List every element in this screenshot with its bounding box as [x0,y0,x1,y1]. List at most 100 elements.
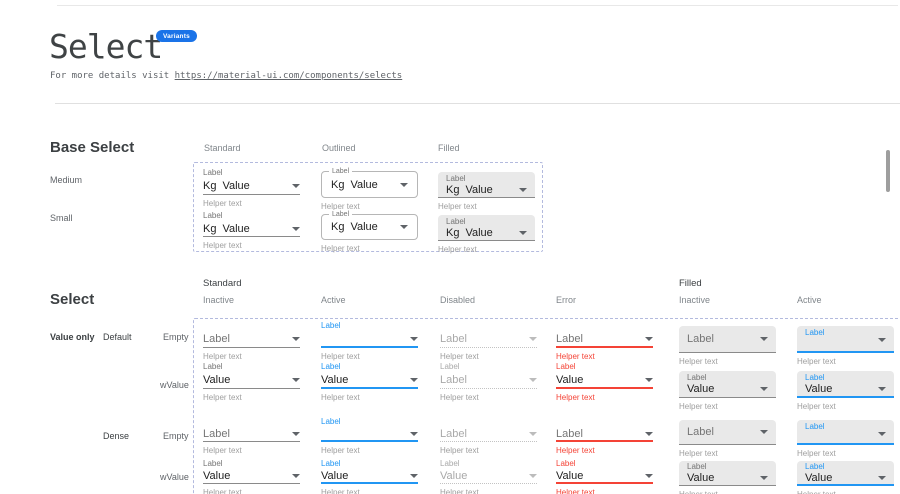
select-value: Value [203,470,231,482]
select-value-row[interactable]: Label [687,426,768,438]
select-standard-error-empty[interactable]: Label Helper text [556,331,653,361]
select-value-row[interactable]: Label [687,333,768,345]
select-value-row[interactable]: Value [687,383,768,395]
select-standard-disabled-wvalue: Label Label Helper text [440,362,537,402]
select-filled-active-empty[interactable]: Label Helper text [797,326,894,366]
select-dense-standard-active-wvalue[interactable]: Label Value Helper text [321,459,418,494]
select-placeholder: Label [203,428,230,440]
caret-down-icon [529,378,537,382]
select-control[interactable]: Label [679,420,776,445]
select-value: Value [805,382,833,395]
base-select-outlined-small[interactable]: Label Kg Value Helper text [321,210,418,253]
select-value-row[interactable]: Value [805,383,886,395]
select-control[interactable]: Label Value [797,461,894,486]
state-header-error: Error [556,295,576,305]
select-dense-filled-inactive-empty[interactable]: Label Helper text [679,420,776,458]
select-standard-error-wvalue[interactable]: Label Value Helper text [556,362,653,402]
select-control[interactable]: Value [321,372,418,389]
select-control: Label [440,427,537,442]
caret-down-icon [410,473,418,478]
select-dense-standard-active-empty[interactable]: Label Helper text [321,417,418,455]
select-control[interactable]: Label [556,331,653,348]
select-control[interactable]: Label [556,427,653,442]
select-control[interactable]: Label [203,427,300,442]
select-control[interactable]: Value [203,469,300,484]
float-label: Label [805,328,825,337]
state-header-filled-active: Active [797,295,822,305]
select-dense-standard-error-empty[interactable]: Label Helper text [556,427,653,455]
select-placeholder: Label [556,427,583,440]
select-standard-inactive-empty[interactable]: Label Helper text [203,331,300,361]
select-control[interactable]: Label Value [797,371,894,398]
select-value: Value [687,472,715,484]
select-value: Value [556,373,584,386]
row-label-default: Default [103,332,132,342]
select-value: Value [465,226,493,239]
helper-text: Helper text [679,449,718,458]
select-control[interactable]: Label Value [679,461,776,486]
select-control[interactable]: Kg Value [203,221,300,237]
select-control[interactable]: Label [203,331,300,348]
select-value-row[interactable]: Kg Value [446,184,527,196]
select-control[interactable]: Label Value [679,371,776,398]
select-control[interactable] [321,331,418,348]
float-label: Label [321,321,341,330]
float-label: Label [446,216,466,226]
select-dense-standard-disabled-wvalue: Label Value Helper text [440,459,537,494]
select-placeholder: Label [687,426,714,438]
helper-text: Helper text [679,490,776,494]
select-value-row[interactable] [805,432,886,436]
row-label-value-only: Value only [50,332,95,342]
select-standard-active-wvalue[interactable]: Label Value Helper text [321,362,418,402]
float-label: Label [805,461,825,471]
float-label: Label [805,422,825,431]
scrollbar-thumb[interactable] [886,150,890,192]
select-dense-standard-inactive-empty[interactable]: Label Helper text [203,427,300,455]
select-value-row[interactable]: Value [805,472,886,484]
base-select-filled-medium[interactable]: Label Kg Value Helper text [438,172,535,211]
base-select-outlined-medium[interactable]: Label Kg Value Helper text [321,167,418,211]
select-control[interactable]: Value [556,469,653,484]
caret-down-icon [645,336,653,341]
select-control[interactable]: Value [203,372,300,389]
select-filled-active-wvalue[interactable]: Label Value Helper text [797,371,894,411]
select-section-title: Select [50,291,95,308]
select-standard-inactive-wvalue[interactable]: Label Value Helper text [203,362,300,402]
select-control[interactable]: Kg Value [203,178,300,195]
select-standard-active-empty[interactable]: Label Helper text [321,321,418,361]
adornment: Kg [203,180,217,192]
select-filled-inactive-empty[interactable]: Label Helper text [679,326,776,366]
base-select-frame [193,162,543,252]
select-dense-standard-error-wvalue[interactable]: Label Value Helper text [556,459,653,494]
select-control[interactable]: Value [321,469,418,484]
select-control[interactable]: Label Kg Value [438,172,535,198]
base-select-standard-small[interactable]: Label Kg Value Helper text [203,211,300,250]
select-dense-filled-inactive-wvalue[interactable]: Label Value Helper text [679,461,776,494]
select-control[interactable]: Label [797,326,894,353]
select-control[interactable]: Label Kg Value [321,167,418,198]
select-value: Value [440,470,468,482]
group-header-standard: Standard [203,278,242,289]
select-dense-filled-active-empty[interactable]: Label Helper text [797,420,894,458]
row-label-small: Small [50,213,73,223]
select-control[interactable]: Label Kg Value [321,210,418,240]
select-control[interactable]: Label [679,326,776,353]
select-value-row[interactable]: Value [687,472,768,484]
base-select-standard-medium[interactable]: Label Kg Value Helper text [203,168,300,208]
helper-text: Helper text [556,446,595,455]
caret-down-icon [292,184,300,188]
select-control[interactable] [321,427,418,442]
select-value: Value [805,471,833,484]
select-dense-standard-inactive-wvalue[interactable]: Label Value Helper text [203,459,300,494]
select-value-row[interactable]: Kg Value [446,227,527,239]
details-prefix: For more details visit [50,71,170,81]
details-link[interactable]: https://material-ui.com/components/selec… [174,71,403,81]
select-control[interactable]: Value [556,372,653,389]
select-value-row[interactable] [805,338,886,342]
base-select-filled-small[interactable]: Label Kg Value Helper text [438,215,535,254]
select-dense-filled-active-wvalue[interactable]: Label Value Helper text [797,461,894,494]
select-filled-inactive-wvalue[interactable]: Label Value Helper text [679,371,776,411]
select-control[interactable]: Label Kg Value [438,215,535,241]
select-control[interactable]: Label [797,420,894,445]
